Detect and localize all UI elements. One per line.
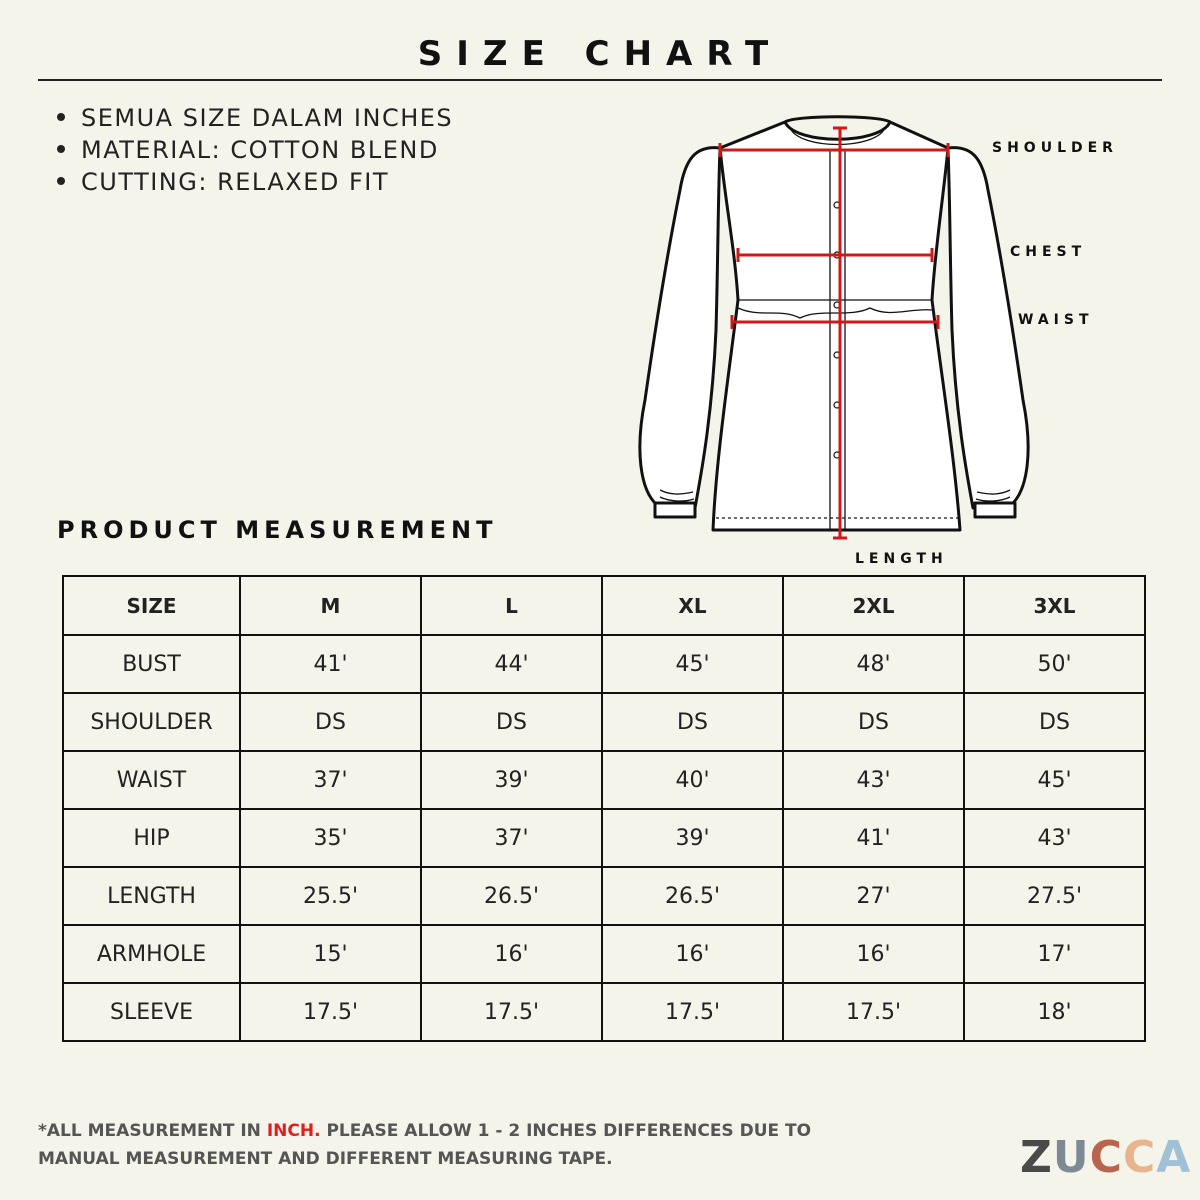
header-row: SIZE M L XL 2XL 3XL bbox=[62, 575, 1146, 636]
cell: DS bbox=[963, 692, 1146, 752]
notes: SEMUA SIZE DALAM INCHES MATERIAL: COTTON … bbox=[55, 102, 453, 198]
cell: DS bbox=[420, 692, 603, 752]
cell: 41' bbox=[782, 808, 965, 868]
cell: 48' bbox=[782, 634, 965, 694]
cell: 15' bbox=[239, 924, 422, 984]
header-cell: XL bbox=[601, 575, 784, 636]
cell: 17.5' bbox=[239, 982, 422, 1042]
row-label: HIP bbox=[62, 808, 241, 868]
row-label: BUST bbox=[62, 634, 241, 694]
cell: 16' bbox=[420, 924, 603, 984]
garment-diagram bbox=[638, 115, 1030, 540]
cell: 40' bbox=[601, 750, 784, 810]
cell: DS bbox=[601, 692, 784, 752]
cell: DS bbox=[239, 692, 422, 752]
note: CUTTING: RELAXED FIT bbox=[55, 166, 453, 198]
cell: 35' bbox=[239, 808, 422, 868]
logo-letter: A bbox=[1156, 1132, 1192, 1183]
cell: 17.5' bbox=[782, 982, 965, 1042]
footnote-unit: INCH. bbox=[266, 1121, 321, 1141]
cell: 41' bbox=[239, 634, 422, 694]
cell: 16' bbox=[601, 924, 784, 984]
waist-label: WAIST bbox=[1018, 312, 1094, 328]
cell: 44' bbox=[420, 634, 603, 694]
header-cell: 3XL bbox=[963, 575, 1146, 636]
cell: 43' bbox=[782, 750, 965, 810]
title: SIZE CHART bbox=[417, 34, 783, 74]
cell: 37' bbox=[239, 750, 422, 810]
footnote-text: PLEASE ALLOW 1 - 2 INCHES DIFFERENCES DU… bbox=[38, 1121, 812, 1169]
size-table: SIZE M L XL 2XL 3XL BUST 41' 44' 45' 48' 50' SHOULDE… bbox=[62, 575, 1146, 1042]
logo: ZUCCA bbox=[1020, 1132, 1191, 1183]
row-label: ARMHOLE bbox=[62, 924, 241, 984]
cell: 26.5' bbox=[420, 866, 603, 926]
cell: 27.5' bbox=[963, 866, 1146, 926]
cell: 18' bbox=[963, 982, 1146, 1042]
logo-letter: C bbox=[1122, 1132, 1157, 1183]
logo-letter: C bbox=[1089, 1132, 1123, 1183]
cell: 16' bbox=[782, 924, 965, 984]
logo-letter: Z bbox=[1020, 1132, 1053, 1183]
footnote: *ALL MEASUREMENT IN INCH. PLEASE ALLOW 1… bbox=[38, 1117, 858, 1173]
cell: 45' bbox=[963, 750, 1146, 810]
row-label: LENGTH bbox=[62, 866, 241, 926]
divider bbox=[38, 79, 1162, 81]
row-label: WAIST bbox=[62, 750, 241, 810]
cell: 50' bbox=[963, 634, 1146, 694]
chest-label: CHEST bbox=[1010, 244, 1087, 260]
row: LENGTH 25.5' 26.5' 26.5' 27' 27.5' bbox=[62, 866, 1146, 926]
cell: 27' bbox=[782, 866, 965, 926]
row: SHOULDER DS DS DS DS DS bbox=[62, 692, 1146, 752]
row-label: SHOULDER bbox=[62, 692, 241, 752]
shoulder-label: SHOULDER bbox=[992, 140, 1118, 156]
row: BUST 41' 44' 45' 48' 50' bbox=[62, 634, 1146, 694]
row: ARMHOLE 15' 16' 16' 16' 17' bbox=[62, 924, 1146, 984]
cell: DS bbox=[782, 692, 965, 752]
cell: 17' bbox=[963, 924, 1146, 984]
cell: 39' bbox=[420, 750, 603, 810]
row: WAIST 37' 39' 40' 43' 45' bbox=[62, 750, 1146, 810]
row: HIP 35' 37' 39' 41' 43' bbox=[62, 808, 1146, 868]
cell: 37' bbox=[420, 808, 603, 868]
row: SLEEVE 17.5' 17.5' 17.5' 17.5' 18' bbox=[62, 982, 1146, 1042]
cell: 45' bbox=[601, 634, 784, 694]
cell: 17.5' bbox=[420, 982, 603, 1042]
cell: 43' bbox=[963, 808, 1146, 868]
cell: 26.5' bbox=[601, 866, 784, 926]
section-title: PRODUCT MEASUREMENT bbox=[57, 516, 498, 544]
cell: 25.5' bbox=[239, 866, 422, 926]
cell: 39' bbox=[601, 808, 784, 868]
footnote-text: *ALL MEASUREMENT IN bbox=[38, 1121, 261, 1141]
cell: 17.5' bbox=[601, 982, 784, 1042]
header-cell: M bbox=[239, 575, 422, 636]
note: SEMUA SIZE DALAM INCHES bbox=[55, 102, 453, 134]
header-cell: 2XL bbox=[782, 575, 965, 636]
note: MATERIAL: COTTON BLEND bbox=[55, 134, 453, 166]
length-label: LENGTH bbox=[855, 551, 948, 567]
header-cell: SIZE bbox=[62, 575, 241, 636]
header-cell: L bbox=[420, 575, 603, 636]
logo-letter: U bbox=[1052, 1132, 1090, 1183]
row-label: SLEEVE bbox=[62, 982, 241, 1042]
